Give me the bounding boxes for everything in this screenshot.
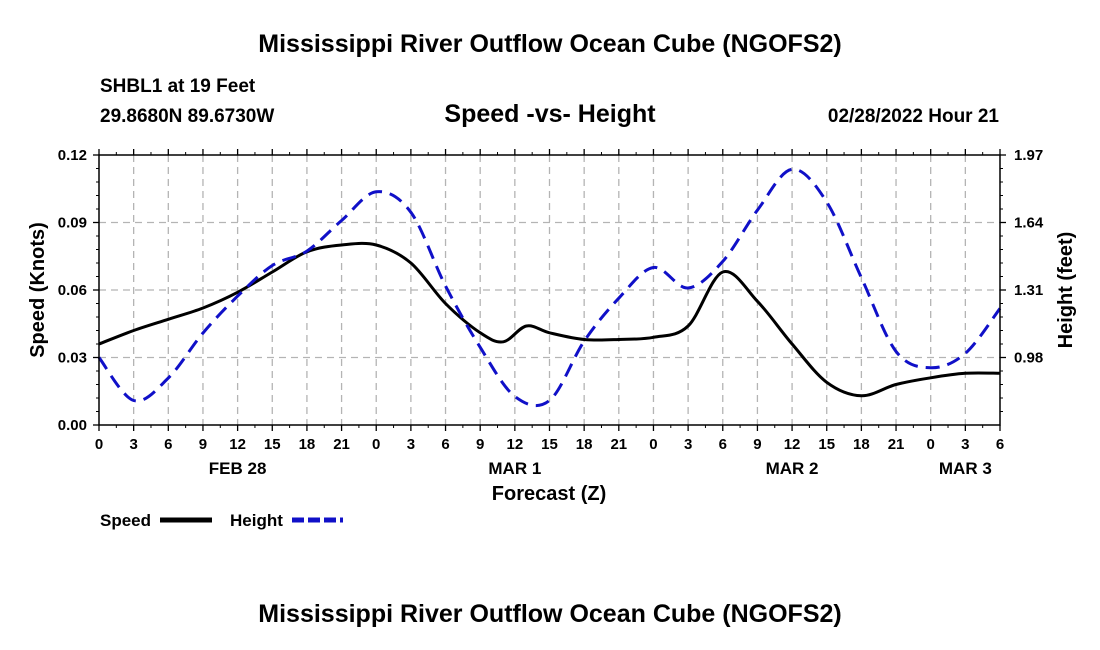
x-tick-label: 15 — [541, 436, 558, 453]
series-line-height — [97, 167, 1002, 408]
y-tick-label: 0.06 — [58, 282, 87, 299]
x-tick-label: 3 — [961, 436, 969, 453]
series-line-speed — [98, 241, 1001, 398]
x-tick-label: 15 — [264, 436, 281, 453]
x-tick-label: 18 — [853, 436, 870, 453]
y2-tick-label: 1.64 — [1014, 215, 1044, 232]
grid-lines — [99, 155, 1000, 425]
y-tick-label: 0.03 — [58, 350, 87, 367]
x-tick-label: 9 — [753, 436, 761, 453]
forecast-datetime: 02/28/2022 Hour 21 — [827, 106, 999, 127]
x-axis-label: Forecast (Z) — [492, 483, 606, 505]
x-tick-label: 6 — [164, 436, 172, 453]
legend-label-height: Height — [230, 511, 283, 530]
x-tick-label: 21 — [333, 436, 350, 453]
x-tick-label: 12 — [229, 436, 246, 453]
y-tick-label: 0.12 — [58, 147, 87, 164]
data-series — [97, 167, 1002, 408]
x-tick-label: 18 — [576, 436, 593, 453]
x-tick-label: 3 — [129, 436, 137, 453]
x-tick-label: 12 — [507, 436, 524, 453]
date-label: FEB 28 — [209, 459, 267, 478]
x-tick-label: 3 — [684, 436, 692, 453]
x-tick-label: 21 — [888, 436, 905, 453]
x-tick-label: 21 — [610, 436, 627, 453]
x-tick-label: 3 — [407, 436, 415, 453]
x-tick-label: 12 — [784, 436, 801, 453]
y-axis-label: Speed (Knots) — [27, 222, 49, 358]
x-tick-label: 9 — [476, 436, 484, 453]
y2-tick-label: 1.31 — [1014, 282, 1043, 299]
x-tick-label: 0 — [95, 436, 103, 453]
station-coordinates: 29.8680N 89.6730W — [100, 106, 275, 127]
y-tick-label: 0.00 — [58, 417, 87, 434]
axis-ticks: 0 3 6 9 12 15 18 21 0 3 6 9 12 15 18 21 0 3 6 9 12 15 18 21 0 3 6 F… — [58, 147, 1044, 478]
y-tick-label: 0.09 — [58, 215, 87, 232]
x-tick-label: 0 — [927, 436, 935, 453]
x-tick-label: 6 — [441, 436, 449, 453]
x-tick-label: 0 — [372, 436, 380, 453]
x-tick-label: 6 — [719, 436, 727, 453]
chart-title: Mississippi River Outflow Ocean Cube (NG… — [258, 30, 842, 58]
date-label: MAR 3 — [939, 459, 992, 478]
y2-axis-label: Height (feet) — [1055, 232, 1077, 349]
x-tick-label: 6 — [996, 436, 1004, 453]
station-label: SHBL1 at 19 Feet — [100, 76, 256, 97]
x-tick-label: 18 — [299, 436, 316, 453]
y2-tick-label: 0.98 — [1014, 350, 1043, 367]
x-tick-label: 15 — [818, 436, 835, 453]
second-chart-title: Mississippi River Outflow Ocean Cube (NG… — [258, 600, 842, 628]
chart-subtitle: Speed -vs- Height — [444, 100, 656, 128]
legend-label-speed: Speed — [100, 511, 151, 530]
y2-tick-label: 1.97 — [1014, 147, 1043, 164]
x-tick-label: 9 — [199, 436, 207, 453]
legend: Speed Height — [100, 511, 343, 530]
x-tick-label: 0 — [649, 436, 657, 453]
date-label: MAR 2 — [766, 459, 819, 478]
date-label: MAR 1 — [488, 459, 541, 478]
